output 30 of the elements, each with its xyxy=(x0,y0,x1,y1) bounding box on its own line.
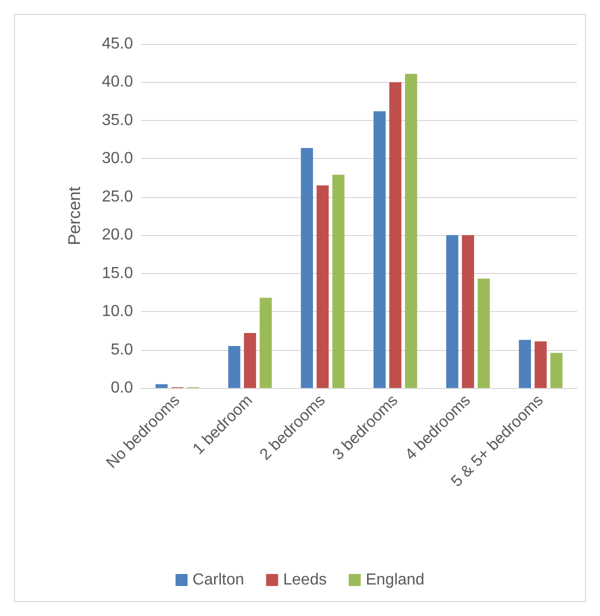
y-tick-label: 25.0 xyxy=(102,188,134,206)
y-tick-label: 30.0 xyxy=(102,150,134,168)
y-tick-label: 20.0 xyxy=(102,226,134,244)
y-tick-label: 35.0 xyxy=(102,112,134,129)
y-axis-title: Percent xyxy=(65,186,84,246)
legend-label: Leeds xyxy=(283,572,327,588)
legend-label: England xyxy=(366,572,424,588)
bar xyxy=(156,384,168,388)
y-tick-label: 40.0 xyxy=(102,74,134,91)
bar xyxy=(332,174,344,388)
y-tick-label: 10.0 xyxy=(102,303,134,320)
bar xyxy=(228,346,240,388)
y-tick-label: 0.0 xyxy=(110,380,134,396)
bar xyxy=(550,352,562,388)
y-tick-label: 15.0 xyxy=(102,264,134,282)
bar xyxy=(446,235,458,388)
bar xyxy=(405,74,418,388)
bar xyxy=(478,278,490,388)
bar xyxy=(389,82,402,388)
bar xyxy=(462,235,474,388)
y-tick-label: 5.0 xyxy=(110,341,134,358)
bar xyxy=(534,341,547,388)
bar xyxy=(244,332,256,388)
y-tick-label: 45.0 xyxy=(102,36,134,52)
bar xyxy=(374,111,386,388)
legend-label: Carlton xyxy=(192,572,244,588)
bar xyxy=(260,298,272,388)
bar xyxy=(316,185,329,388)
bar xyxy=(300,148,313,388)
bar xyxy=(518,340,531,388)
